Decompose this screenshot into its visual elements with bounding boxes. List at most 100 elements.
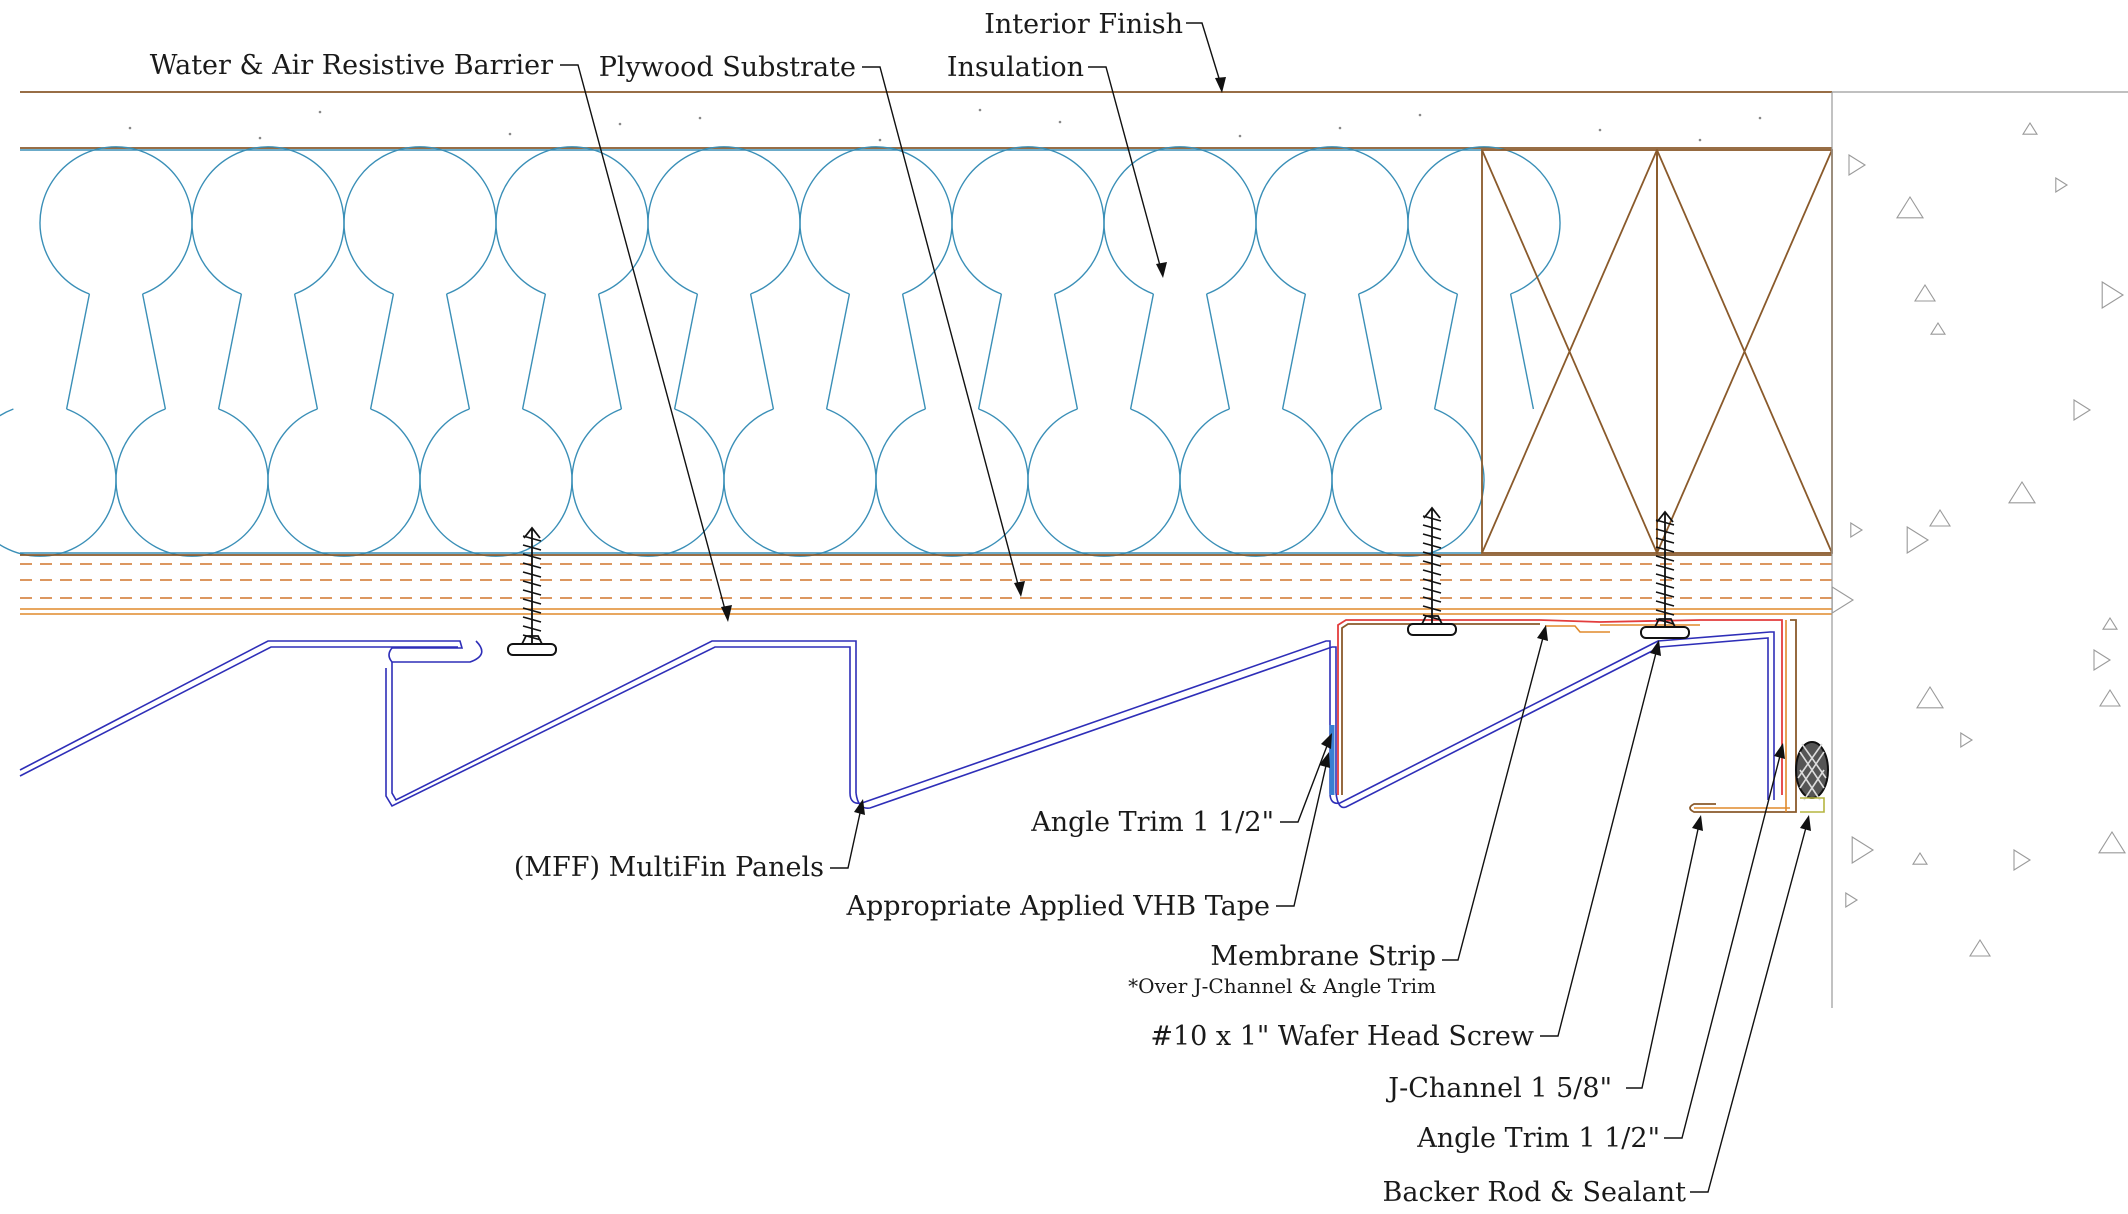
insulation-loop xyxy=(951,146,1105,295)
aggregate-mark xyxy=(2013,849,2032,871)
insulation-loop xyxy=(875,408,1029,557)
label-angle-trim-right: Angle Trim 1 1/2" xyxy=(1416,1123,1660,1154)
insulation-strand xyxy=(1357,293,1383,410)
insulation-loop xyxy=(495,146,649,295)
insulation-loop xyxy=(39,146,193,295)
insulation-loop xyxy=(0,408,117,557)
label-wafer-screw: #10 x 1" Wafer Head Screw xyxy=(1150,1021,1534,1052)
insulation-strand xyxy=(749,293,775,410)
insulation-strand xyxy=(597,293,623,410)
membrane-strip xyxy=(1539,619,1783,795)
insulation-loop xyxy=(191,146,345,295)
insulation-strand xyxy=(977,293,1003,410)
insulation-strand xyxy=(1281,293,1307,410)
aggregate-mark xyxy=(2102,616,2118,630)
aggregate-mark xyxy=(1845,892,1859,908)
insulation-strand xyxy=(65,293,91,410)
aggregate-mark xyxy=(2101,281,2125,309)
wafer-head-screws xyxy=(507,506,1690,656)
aggregate-mark xyxy=(2073,399,2092,421)
insulation-loops xyxy=(0,146,1561,557)
insulation-loop xyxy=(115,408,269,557)
insulation-strand xyxy=(901,293,927,410)
aggregate-mark xyxy=(2093,649,2112,671)
finish-speckle-dot xyxy=(1338,126,1342,130)
finish-speckle-dot xyxy=(1698,138,1702,142)
aggregate-mark xyxy=(2055,177,2069,193)
concrete-aggregate xyxy=(1831,121,2126,957)
finish-speckle-dot xyxy=(1598,128,1602,132)
aggregate-mark xyxy=(1930,321,1946,335)
finish-speckle-dot xyxy=(878,138,882,142)
aggregate-mark xyxy=(1831,586,1855,614)
insulation-strand xyxy=(369,293,395,410)
insulation-batt xyxy=(0,146,1561,557)
plywood-substrate xyxy=(20,554,1832,599)
insulation-loop xyxy=(723,408,877,557)
insulation-loop xyxy=(799,146,953,295)
label-water-air-barrier: Water & Air Resistive Barrier xyxy=(150,50,553,81)
insulation-strand xyxy=(141,293,167,410)
finish-speckle xyxy=(128,108,1762,142)
callout-labels: Interior Finish Water & Air Resistive Ba… xyxy=(150,9,1686,1208)
insulation-loop xyxy=(1331,408,1485,557)
aggregate-mark xyxy=(1906,526,1930,554)
insulation-strand xyxy=(1129,293,1155,410)
insulation-strand xyxy=(293,293,319,410)
aggregate-mark xyxy=(1960,732,1974,748)
aggregate-mark xyxy=(2099,688,2121,707)
insulation-loop xyxy=(571,408,725,557)
insulation-loop xyxy=(1103,146,1257,295)
aggregate-mark xyxy=(1850,522,1864,538)
insulation-strand xyxy=(1433,293,1459,410)
finish-speckle-dot xyxy=(1758,116,1762,120)
aggregate-mark xyxy=(1912,851,1928,865)
insulation-strand xyxy=(1053,293,1079,410)
aggregate-mark xyxy=(1916,685,1944,709)
aggregate-mark xyxy=(1914,283,1936,302)
insulation-strand xyxy=(521,293,547,410)
aggregate-mark xyxy=(2098,830,2126,854)
wafer-head-screw xyxy=(507,526,557,656)
insulation-loop xyxy=(1027,408,1181,557)
interior-finish-layer xyxy=(20,91,2128,149)
aggregate-mark xyxy=(2022,121,2038,135)
concrete-edge xyxy=(1831,92,2126,1008)
finish-speckle-dot xyxy=(258,136,262,140)
finish-speckle-dot xyxy=(978,108,982,112)
finish-speckle-dot xyxy=(508,132,512,136)
wood-blocking xyxy=(1481,149,1833,554)
insulation-strand xyxy=(1509,293,1535,410)
finish-speckle-dot xyxy=(1418,113,1422,117)
finish-speckle-dot xyxy=(1058,120,1062,124)
insulation-strand xyxy=(1205,293,1231,410)
leader-lines xyxy=(560,22,1811,1193)
label-interior-finish: Interior Finish xyxy=(984,9,1183,40)
backer-rod-sealant xyxy=(1795,741,1829,813)
multifin-panels xyxy=(19,631,1775,810)
insulation-loop xyxy=(343,146,497,295)
label-backer-rod: Backer Rod & Sealant xyxy=(1383,1177,1687,1208)
label-plywood-substrate: Plywood Substrate xyxy=(599,52,856,83)
insulation-loop xyxy=(267,408,421,557)
label-angle-trim-left: Angle Trim 1 1/2" xyxy=(1030,807,1274,838)
wafer-head-screw xyxy=(1407,506,1457,636)
aggregate-mark xyxy=(2008,480,2036,504)
label-membrane-strip: Membrane Strip xyxy=(1210,941,1436,972)
insulation-loop xyxy=(419,408,573,557)
aggregate-mark xyxy=(1896,195,1924,219)
finish-speckle-dot xyxy=(318,110,322,114)
label-multifin-panels: (MFF) MultiFin Panels xyxy=(514,852,824,883)
label-j-channel: J-Channel 1 5/8" xyxy=(1385,1073,1612,1104)
finish-speckle-dot xyxy=(128,126,132,130)
label-vhb-tape: Appropriate Applied VHB Tape xyxy=(846,891,1270,922)
insulation-loop xyxy=(1407,146,1561,295)
finish-speckle-dot xyxy=(618,122,622,126)
aggregate-mark xyxy=(1929,508,1951,527)
insulation-strand xyxy=(673,293,699,410)
aggregate-mark xyxy=(1851,836,1875,864)
finish-speckle-dot xyxy=(698,116,702,120)
insulation-strand xyxy=(825,293,851,410)
j-channel xyxy=(1689,619,1797,813)
